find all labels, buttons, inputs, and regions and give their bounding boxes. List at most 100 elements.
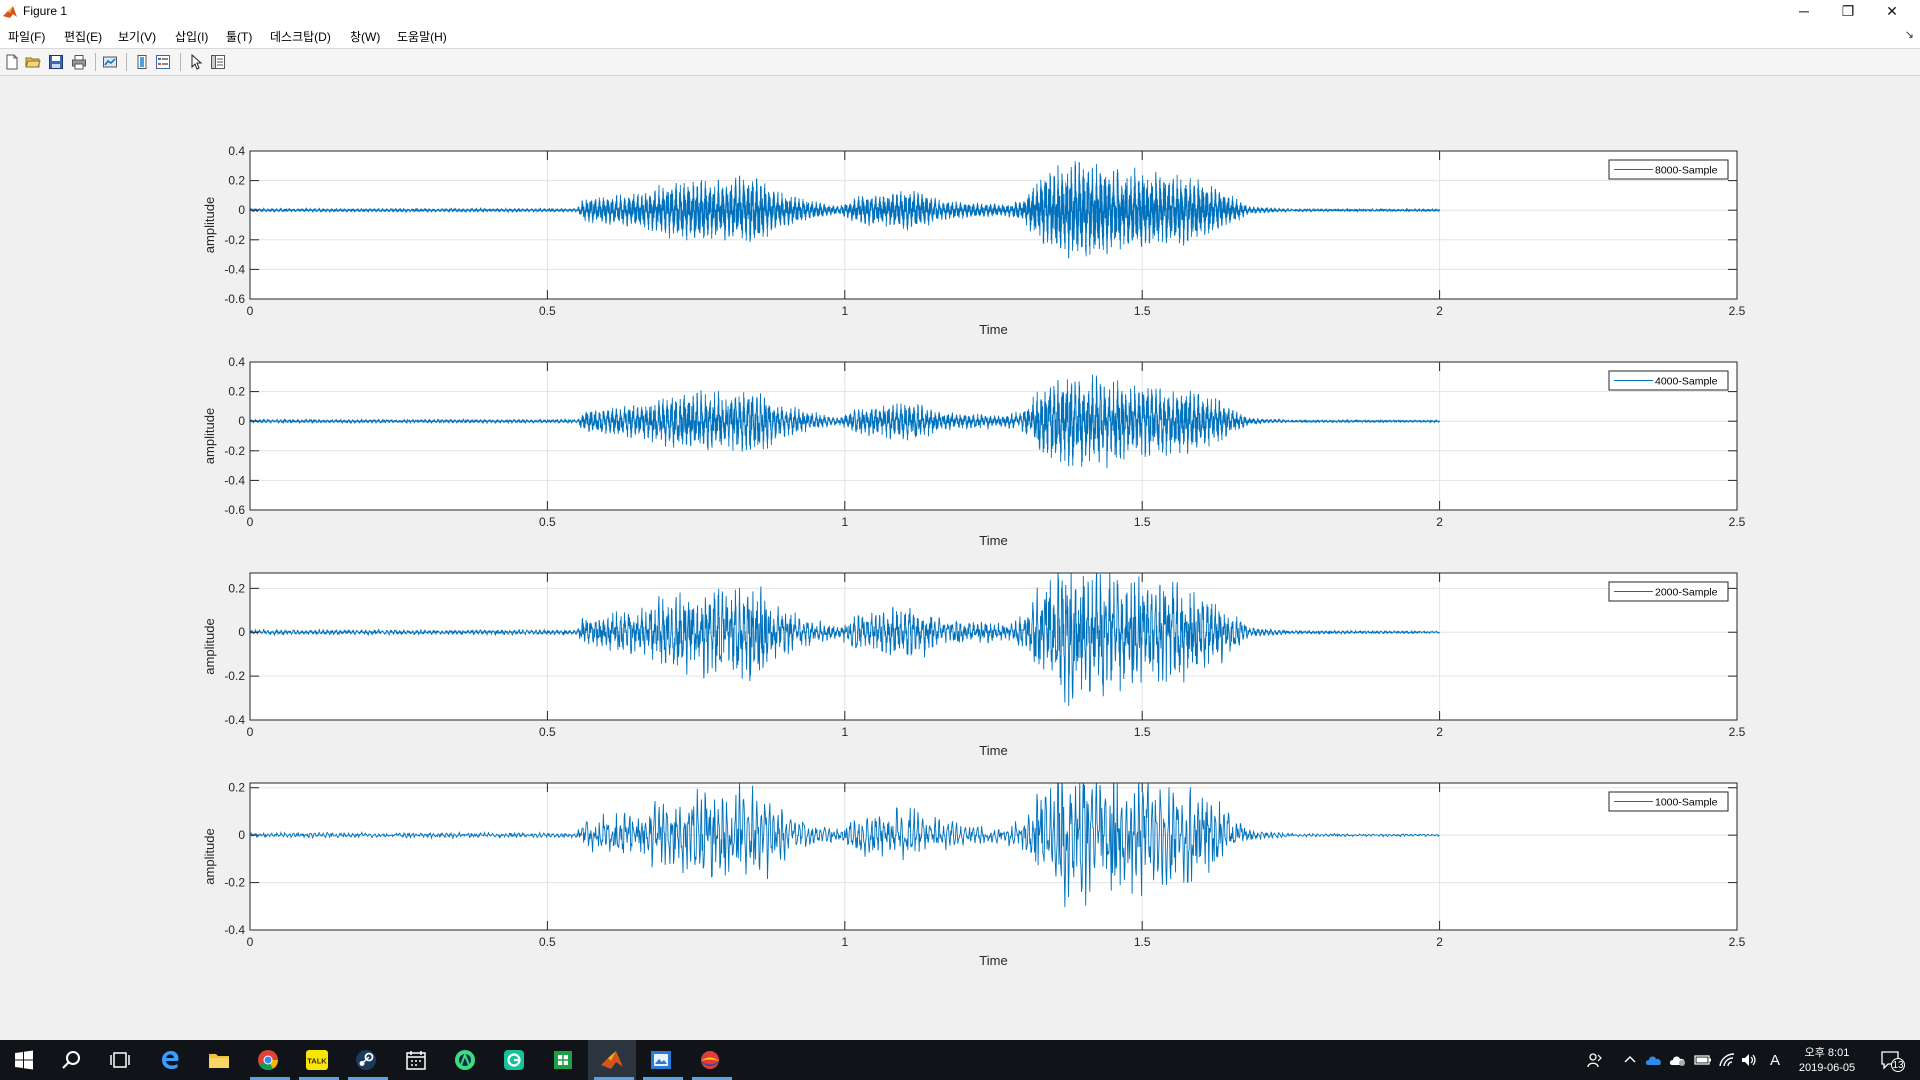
x-tick-label: 1 — [841, 304, 848, 318]
clock-date[interactable]: 2019-06-05 — [1798, 1062, 1856, 1074]
chevron-up-icon[interactable] — [1624, 1054, 1636, 1066]
y-tick-label: -0.6 — [224, 503, 245, 517]
legend-label: 2000-Sample — [1655, 587, 1718, 599]
y-tick-label: 0 — [238, 414, 245, 428]
y-tick-label: -0.4 — [224, 713, 245, 727]
spreadsheet-icon[interactable] — [551, 1048, 575, 1072]
y-tick-label: 0.2 — [228, 581, 245, 595]
x-tick-label: 2.5 — [1729, 304, 1746, 318]
menu-file[interactable]: 파일(F) — [8, 30, 46, 44]
figure-toolbar — [0, 49, 1920, 76]
windows-taskbar: TALK A — [0, 1040, 1920, 1080]
y-tick-label: 0.2 — [228, 781, 245, 795]
running-indicator — [594, 1077, 634, 1080]
chrome-icon[interactable] — [256, 1048, 280, 1072]
steam-icon[interactable] — [354, 1048, 378, 1072]
subplot-1: 0 0.5 1 1.5 2 2.5 -0.6 -0.4 -0.2 0 0.2 0.4 Time ampli… — [202, 144, 1746, 337]
x-axis-label: Time — [979, 322, 1007, 337]
save-icon[interactable] — [48, 54, 64, 70]
x-tick-label: 1 — [841, 515, 848, 529]
restore-button[interactable]: ❐ — [1841, 3, 1855, 19]
running-indicator — [643, 1077, 683, 1080]
toolbar-separator — [95, 53, 96, 71]
y-tick-label: 0 — [238, 828, 245, 842]
edit-plot-arrow-icon[interactable] — [188, 54, 204, 70]
cloud-icon[interactable] — [1669, 1052, 1687, 1068]
x-tick-label: 2.5 — [1729, 515, 1746, 529]
windows-start-icon[interactable] — [12, 1048, 36, 1072]
people-icon[interactable] — [1587, 1052, 1603, 1068]
subplot-2: 0 0.5 1 1.5 2 2.5 -0.6 -0.4 -0.2 0 0.2 0.4 Time ampli… — [202, 355, 1746, 548]
menu-bar: 파일(F) 편집(E) 보기(V) 삽입(I) 툴(T) 데스크탑(D) 창(W… — [0, 24, 1920, 49]
x-tick-label: 2 — [1436, 725, 1443, 739]
open-file-icon[interactable] — [25, 54, 41, 70]
image-viewer-icon[interactable] — [649, 1048, 673, 1072]
onedrive-icon[interactable] — [1645, 1052, 1663, 1068]
x-tick-label: 0.5 — [539, 304, 556, 318]
close-button[interactable]: ✕ — [1886, 3, 1898, 19]
task-view-icon[interactable] — [108, 1048, 132, 1072]
x-tick-label: 1 — [841, 725, 848, 739]
notification-center-icon[interactable] — [1880, 1050, 1906, 1072]
menu-tools[interactable]: 툴(T) — [226, 30, 253, 44]
matlab-app-icon — [3, 6, 17, 18]
x-axis-label: Time — [979, 743, 1007, 758]
running-indicator — [348, 1077, 388, 1080]
x-tick-label: 1.5 — [1134, 515, 1151, 529]
android-studio-icon[interactable] — [453, 1048, 477, 1072]
battery-icon[interactable] — [1694, 1053, 1712, 1067]
y-tick-label: 0.2 — [228, 174, 245, 188]
running-indicator — [250, 1077, 290, 1080]
legend: 1000-Sample — [1608, 791, 1729, 812]
grammarly-icon[interactable] — [502, 1048, 526, 1072]
legend-box — [1608, 159, 1729, 180]
new-figure-icon[interactable] — [4, 54, 20, 70]
y-tick-label: -0.2 — [224, 444, 245, 458]
y-axis-label: amplitude — [202, 618, 217, 674]
y-tick-label: 0 — [238, 625, 245, 639]
print-icon[interactable] — [71, 54, 87, 70]
legend: 8000-Sample — [1608, 159, 1729, 180]
x-tick-label: 2 — [1436, 515, 1443, 529]
y-tick-label: -0.4 — [224, 262, 245, 276]
matlab-icon[interactable] — [600, 1048, 624, 1072]
menu-edit[interactable]: 편집(E) — [64, 30, 103, 44]
link-plot-icon[interactable] — [102, 54, 118, 70]
file-explorer-icon[interactable] — [207, 1048, 231, 1072]
title-bar: Figure 1 ─ ❐ ✕ — [0, 0, 1920, 24]
figure-canvas: 0 0.5 1 1.5 2 2.5 -0.6 -0.4 -0.2 0 0.2 0.4 Time ampli… — [202, 144, 1746, 968]
ime-indicator[interactable]: A — [1769, 1052, 1780, 1069]
edge-browser-icon[interactable] — [158, 1048, 182, 1072]
calendar-icon[interactable] — [404, 1048, 428, 1072]
y-tick-label: 0.4 — [228, 144, 245, 158]
insert-colorbar-icon[interactable] — [134, 54, 150, 70]
menu-view[interactable]: 보기(V) — [118, 30, 157, 44]
running-indicator — [692, 1077, 732, 1080]
search-icon[interactable] — [60, 1048, 84, 1072]
notification-count: 13 — [1892, 1060, 1904, 1071]
undock-arrow-icon[interactable]: ↘ — [1904, 29, 1914, 41]
kakaotalk-icon[interactable]: TALK — [305, 1048, 329, 1072]
property-inspector-icon[interactable] — [210, 54, 226, 70]
axes-border — [249, 150, 1738, 300]
wifi-icon[interactable] — [1718, 1052, 1736, 1068]
legend-label: 1000-Sample — [1655, 797, 1718, 809]
running-indicator — [299, 1077, 339, 1080]
minimize-button[interactable]: ─ — [1799, 3, 1809, 19]
menu-desktop[interactable]: 데스크탑(D) — [270, 30, 331, 44]
volume-icon[interactable] — [1740, 1052, 1758, 1068]
media-player-icon[interactable] — [698, 1048, 722, 1072]
x-tick-label: 2 — [1436, 304, 1443, 318]
waveform-line — [250, 161, 1440, 259]
y-tick-label: -0.2 — [224, 876, 245, 890]
axes-border — [249, 782, 1738, 931]
y-tick-label: -0.4 — [224, 473, 245, 487]
axes-border — [249, 572, 1738, 721]
menu-window[interactable]: 창(W) — [350, 30, 381, 44]
insert-legend-icon[interactable] — [155, 54, 171, 70]
menu-help[interactable]: 도움말(H) — [397, 30, 447, 44]
x-tick-label: 0 — [247, 304, 254, 318]
x-tick-label: 0.5 — [539, 935, 556, 949]
clock-time[interactable]: 오후 8:01 — [1804, 1047, 1850, 1059]
menu-insert[interactable]: 삽입(I) — [175, 30, 209, 44]
